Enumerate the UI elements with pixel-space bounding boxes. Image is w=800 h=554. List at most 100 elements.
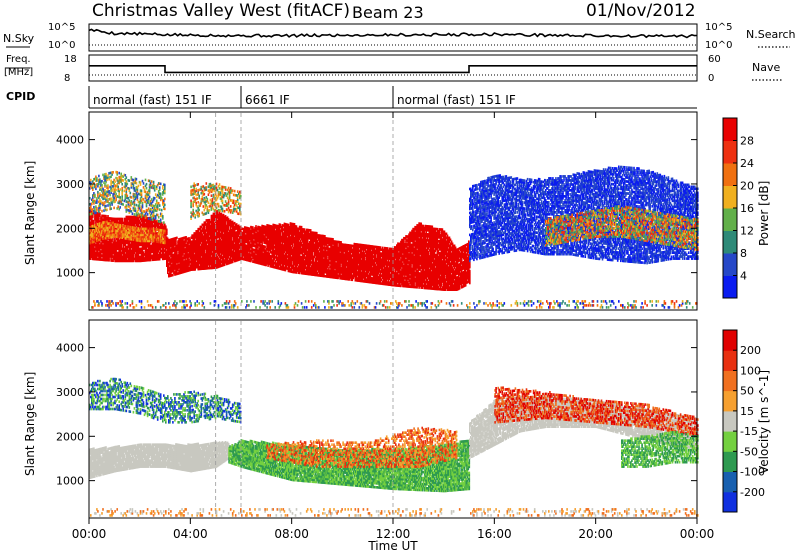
heatmap-cell	[220, 220, 223, 224]
heatmap-cell	[96, 220, 98, 223]
heatmap-cell	[156, 224, 159, 227]
heatmap-cell	[219, 254, 222, 258]
heatmap-cell	[96, 256, 98, 259]
heatmap-cell	[172, 267, 174, 271]
heatmap-cell	[135, 243, 138, 247]
freq-tick-top: 18	[64, 54, 77, 65]
heatmap-cell	[196, 232, 199, 235]
heatmap-cell	[221, 264, 224, 267]
heatmap-cell	[156, 248, 159, 251]
heatmap-cell	[219, 232, 222, 236]
heatmap-cell	[196, 247, 199, 251]
heatmap-cell	[133, 219, 136, 223]
heatmap-cell	[173, 255, 175, 259]
heatmap-cell	[101, 254, 103, 257]
heatmap-cell	[176, 254, 178, 258]
heatmap-cell	[228, 257, 231, 261]
heatmap-cell	[145, 251, 148, 254]
heatmap-cell	[138, 249, 141, 253]
heatmap-cell	[203, 255, 206, 258]
heatmap-cell	[209, 266, 212, 270]
heatmap-cell	[103, 222, 105, 226]
heatmap-cell	[200, 265, 203, 269]
heatmap-cell	[129, 231, 132, 235]
heatmap-cell	[137, 249, 140, 253]
heatmap-cell	[111, 253, 113, 256]
heatmap-cell	[225, 216, 228, 220]
heatmap-cell	[128, 241, 131, 245]
heatmap-cell	[190, 246, 192, 250]
heatmap-cell	[188, 239, 190, 242]
heatmap-cell	[219, 222, 222, 226]
heatmap-cell	[132, 249, 135, 253]
heatmap-cell	[105, 214, 107, 218]
heatmap-cell	[202, 235, 205, 238]
heatmap-cell	[96, 248, 98, 251]
heatmap-cell	[165, 257, 167, 260]
heatmap-cell	[153, 248, 156, 251]
heatmap-cell	[152, 246, 155, 249]
heatmap-cell	[138, 257, 141, 261]
heatmap-cell	[206, 267, 209, 270]
heatmap-cell	[185, 240, 187, 243]
heatmap-cell	[116, 217, 119, 221]
heatmap-cell	[219, 264, 222, 268]
heatmap-cell	[180, 237, 182, 241]
heatmap-cell	[154, 254, 157, 257]
heatmap-cell	[89, 211, 91, 214]
heatmap-cell	[209, 252, 212, 256]
heatmap-cell	[167, 261, 169, 265]
heatmap-cell	[216, 235, 219, 239]
heatmap-cell	[122, 247, 125, 251]
heatmap-cell	[207, 229, 210, 232]
heatmap-cell	[125, 245, 128, 249]
heatmap-cell	[92, 255, 94, 259]
heatmap-cell	[219, 242, 222, 246]
heatmap-cell	[154, 226, 157, 229]
heatmap-cell	[176, 244, 178, 248]
heatmap-cell	[197, 251, 200, 255]
heatmap-cell	[209, 232, 212, 236]
heatmap-cell	[215, 222, 218, 225]
heatmap-cell	[166, 260, 168, 263]
heatmap-cell	[203, 241, 206, 244]
heatmap-cell	[92, 251, 94, 255]
heatmap-cell	[202, 247, 205, 250]
heatmap-cell	[123, 219, 126, 223]
heatmap-cell	[208, 222, 211, 226]
heatmap-cell	[196, 253, 199, 257]
heatmap-cell	[191, 240, 193, 243]
heatmap-cell	[174, 255, 176, 258]
heatmap-cell	[184, 244, 186, 247]
heatmap-cell	[179, 251, 181, 255]
heatmap-cell	[167, 267, 169, 271]
heatmap-cell	[200, 251, 203, 255]
heatmap-cell	[91, 243, 93, 247]
heatmap-cell	[96, 218, 98, 221]
heatmap-cell	[127, 241, 130, 245]
heatmap-cell	[174, 239, 176, 242]
heatmap-cell	[204, 221, 207, 224]
heatmap-cell	[186, 241, 188, 245]
heatmap-cell	[195, 246, 198, 249]
heatmap-cell	[166, 246, 168, 250]
heatmap-cell	[106, 252, 108, 256]
heatmap-cell	[139, 259, 142, 263]
heatmap-cell	[97, 214, 99, 217]
heatmap-cell	[172, 253, 174, 257]
heatmap-cell	[180, 263, 182, 266]
heatmap-cell	[124, 259, 127, 263]
heatmap-cell	[227, 256, 230, 259]
heatmap-cell	[162, 253, 164, 257]
heatmap-cell	[225, 244, 228, 248]
heatmap-cell	[210, 242, 213, 246]
heatmap-cell	[164, 233, 166, 237]
heatmap-cell	[185, 253, 187, 257]
heatmap-cell	[224, 239, 227, 242]
heatmap-cell	[213, 228, 216, 232]
heatmap-cell	[229, 253, 232, 256]
heatmap-cell	[102, 214, 104, 218]
heatmap-cell	[219, 240, 222, 244]
heatmap-cell	[101, 214, 103, 218]
heatmap-cell	[201, 257, 204, 261]
